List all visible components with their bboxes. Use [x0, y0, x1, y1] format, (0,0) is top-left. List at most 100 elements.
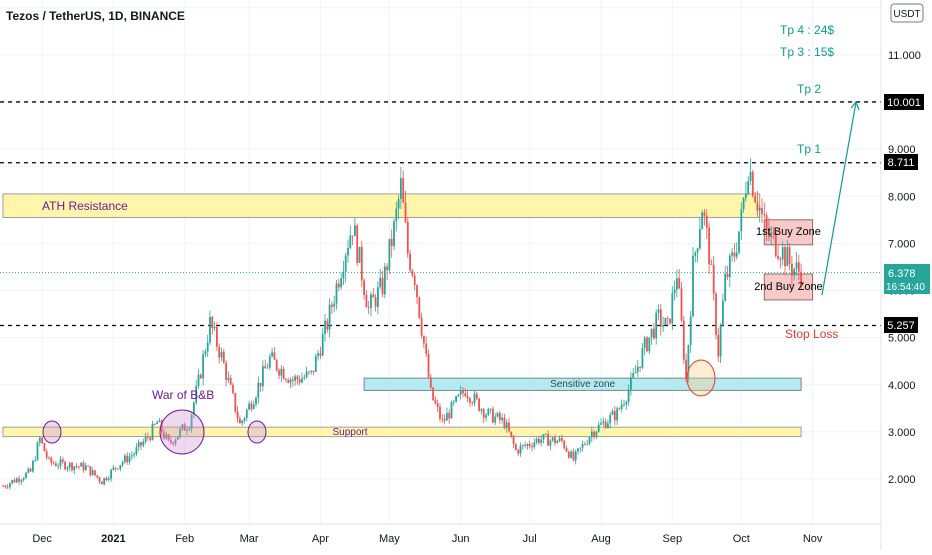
candle-body: [41, 437, 43, 444]
candle-body: [195, 386, 198, 403]
candle-body: [89, 466, 92, 476]
candle-body: [71, 462, 73, 471]
candle-body: [436, 403, 439, 407]
candle-body: [363, 280, 365, 295]
candle-body: [613, 411, 616, 421]
marker-circle: [42, 420, 62, 444]
candle-body: [779, 258, 782, 260]
candle-body: [800, 271, 802, 286]
candle-body: [432, 387, 434, 401]
candle-body: [512, 436, 515, 445]
candle-body: [551, 437, 554, 441]
candle-body: [193, 402, 195, 415]
candle-body: [784, 247, 786, 267]
candle-body: [726, 273, 729, 278]
candle-body: [358, 246, 361, 263]
candle-body: [501, 417, 503, 420]
candle-body: [388, 238, 391, 271]
candle-body: [795, 262, 798, 269]
candle-body: [158, 420, 161, 423]
candle-body: [770, 232, 773, 238]
candle-body: [197, 374, 200, 387]
candle-body: [441, 418, 444, 420]
candle-body: [496, 413, 499, 417]
projection-arrow-line: [821, 101, 857, 296]
candle-body: [27, 468, 30, 473]
candle-body: [581, 443, 584, 448]
candle-body: [595, 431, 598, 437]
candle-body: [446, 412, 448, 421]
zone-sensitive-zone[interactable]: [363, 377, 802, 391]
candle-body: [64, 461, 66, 470]
candle-body: [634, 372, 637, 374]
candle-body: [103, 477, 106, 485]
chart-title: Tezos / TetherUS, 1D, BINANCE: [6, 9, 185, 23]
candle-body: [370, 294, 372, 308]
candle-body: [167, 434, 170, 440]
candle-body: [482, 409, 485, 418]
candle-body: [333, 303, 336, 307]
candle-body: [347, 248, 349, 256]
candle-body: [220, 351, 223, 358]
tp2-price-tag: 10.001: [884, 94, 924, 110]
candle-body: [282, 368, 285, 380]
candle-body: [314, 356, 317, 372]
candle-body: [360, 246, 363, 281]
candle-body: [646, 337, 648, 352]
candle-body: [544, 433, 547, 435]
candle-body: [588, 437, 591, 444]
candle-body: [480, 409, 483, 411]
candle-body: [508, 422, 510, 432]
candle-body: [719, 325, 722, 357]
candle-body: [225, 362, 227, 381]
candle-body: [20, 479, 23, 482]
candle-body: [275, 359, 278, 370]
candle-body: [107, 478, 110, 481]
zone-2nd-buy-zone[interactable]: [763, 273, 814, 301]
candle-body: [245, 409, 248, 419]
candle-body: [510, 431, 513, 437]
candle-body: [266, 367, 269, 369]
candle-body: [542, 434, 545, 440]
candle-body: [747, 180, 750, 194]
candle-body: [280, 368, 283, 376]
candle-body: [236, 411, 239, 419]
candle-body: [664, 318, 667, 326]
candle-body: [740, 209, 743, 232]
candle-body: [397, 198, 400, 209]
candle-body: [176, 436, 179, 440]
candle-body: [655, 312, 658, 339]
candle-body: [188, 428, 191, 430]
zone-support[interactable]: [2, 426, 802, 438]
candle-body: [756, 202, 759, 211]
candle-body: [701, 212, 704, 230]
candle-body: [531, 446, 533, 448]
y-tick-label: 9.000: [888, 144, 916, 156]
candle-body: [262, 366, 264, 387]
candle-body: [381, 277, 384, 295]
candle-body: [390, 238, 393, 247]
candle-body: [607, 423, 609, 429]
candle-body: [694, 252, 697, 256]
candle-body: [558, 437, 561, 441]
candle-body: [717, 334, 720, 357]
candle-body: [190, 414, 193, 429]
candle-body: [383, 266, 386, 295]
candle-body: [788, 247, 791, 264]
candle-body: [602, 421, 605, 424]
candle-body: [418, 297, 421, 318]
x-tick-label: Jul: [523, 533, 537, 545]
candle-body: [395, 208, 398, 222]
zone-1st-buy-zone[interactable]: [763, 219, 814, 246]
candle-body: [604, 421, 607, 429]
candle-body: [556, 440, 559, 444]
candle-body: [515, 444, 517, 450]
candle-body: [367, 307, 370, 309]
candle-body: [337, 283, 340, 288]
candle-body: [561, 437, 563, 441]
currency-label: USDT: [893, 9, 920, 20]
currency-badge[interactable]: USDT: [890, 3, 924, 23]
candle-body: [128, 456, 131, 463]
candle-body: [66, 467, 69, 470]
